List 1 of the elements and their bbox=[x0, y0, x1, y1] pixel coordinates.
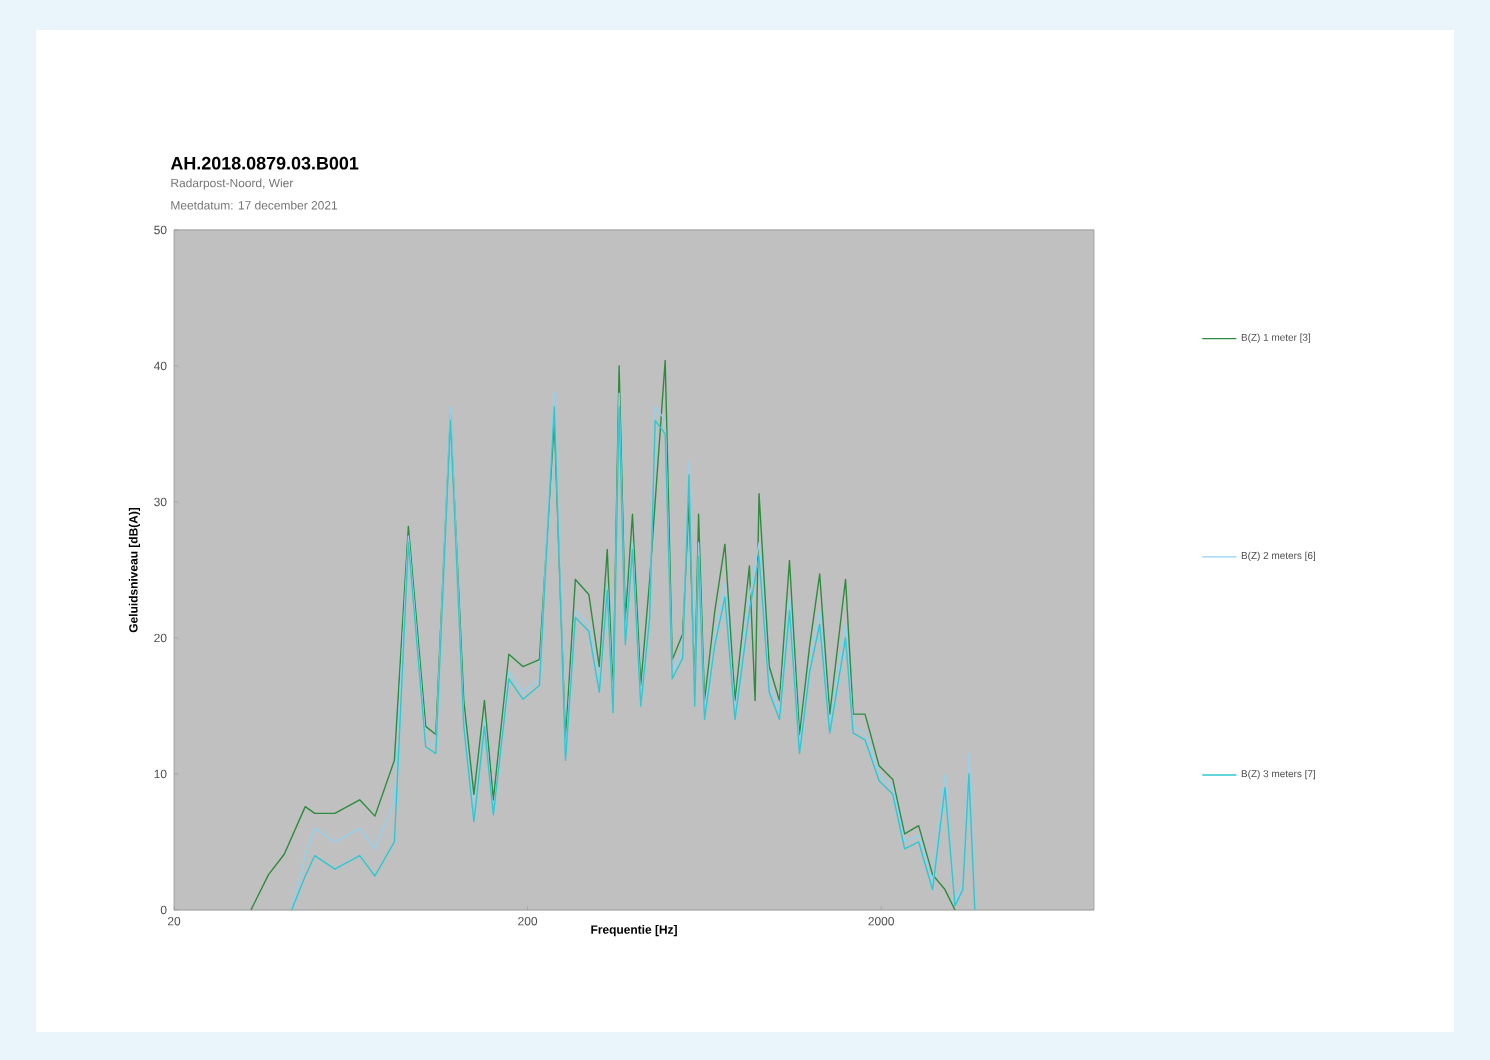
chart-title: AH.2018.0879.03.B001 bbox=[170, 156, 359, 170]
